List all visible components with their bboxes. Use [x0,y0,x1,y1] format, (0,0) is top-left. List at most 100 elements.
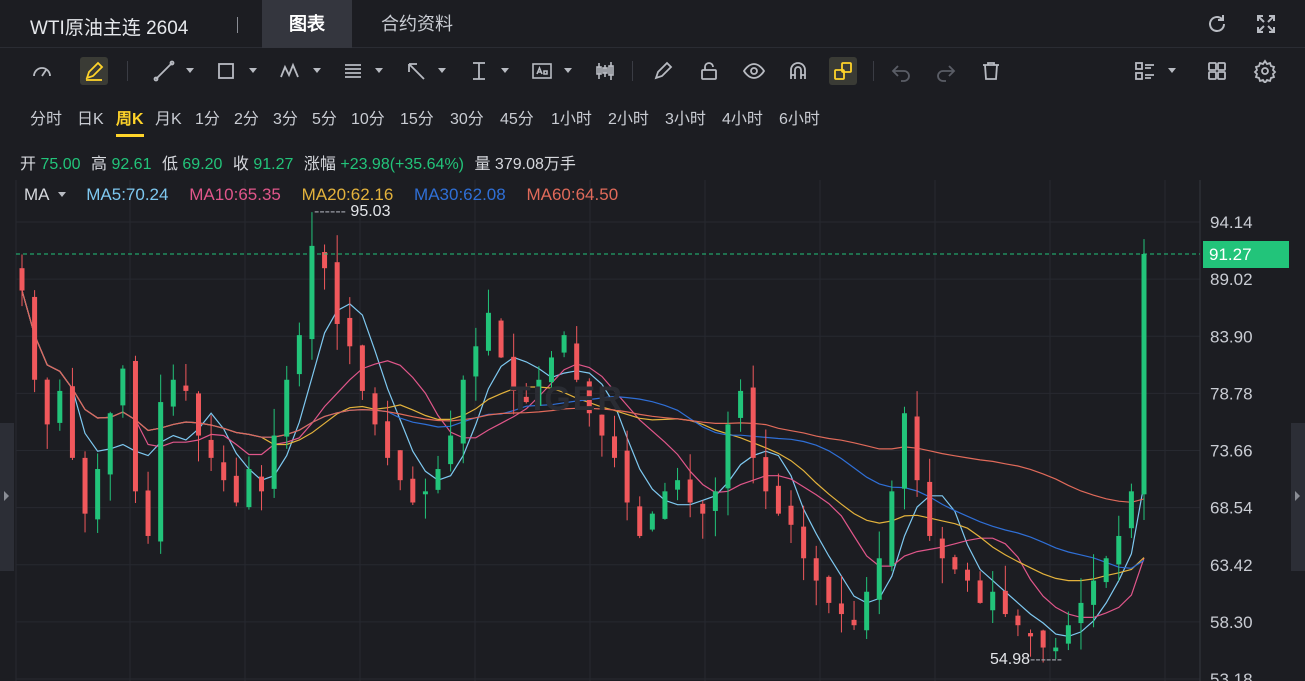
refresh-icon[interactable] [1205,12,1229,36]
period-monthly[interactable]: 月K [155,111,182,128]
arrow-tool-icon[interactable] [402,57,430,85]
period-5m[interactable]: 5分 [312,111,337,128]
undo-icon[interactable] [887,57,915,85]
candle-body [296,335,302,375]
layout-list-icon[interactable] [1131,57,1159,85]
text-tool-caret[interactable] [564,68,572,73]
line-tool-icon[interactable] [150,57,178,85]
period-30m[interactable]: 30分 [450,111,484,128]
candle-body [1141,254,1147,495]
eye-icon[interactable] [740,57,768,85]
candle-body [536,379,542,406]
expand-right-icon [1295,491,1300,501]
candle-body [939,538,945,559]
ma-dropdown-caret[interactable] [57,191,66,197]
magnet-icon[interactable] [784,57,812,85]
link-icon[interactable] [829,57,857,85]
candle-body [675,480,681,490]
candle-body [1028,633,1034,637]
period-3h[interactable]: 3小时 [665,111,706,128]
vertical-measure-caret[interactable] [501,68,509,73]
text-tool-icon[interactable] [528,57,556,85]
expand-left-icon [4,491,9,501]
candle-body [32,296,38,380]
y-tick-label: 63.42 [1210,556,1253,575]
lock-icon[interactable] [695,57,723,85]
candle-body [813,558,819,581]
fibonacci-icon[interactable] [339,57,367,85]
arrow-tool-caret[interactable] [438,68,446,73]
watermark: TIGER [510,380,624,418]
period-intraday[interactable]: 分时 [30,111,63,128]
volume-label: 量 [474,156,491,173]
candle-body [284,379,290,437]
period-1m[interactable]: 1分 [195,111,220,128]
period-10m[interactable]: 10分 [351,111,385,128]
candle-body [763,457,769,492]
period-6h[interactable]: 6小时 [779,111,820,128]
rectangle-tool-caret[interactable] [249,68,257,73]
ma-label[interactable]: MA [24,185,50,204]
candle-body [977,580,983,603]
period-1h[interactable]: 1小时 [551,111,592,128]
candle-body [473,346,479,377]
candle-body [561,335,567,353]
high-annotation: ------ 95.03 [314,203,391,220]
delete-icon[interactable] [977,57,1005,85]
ma60-line [21,290,1145,503]
period-4h[interactable]: 4小时 [722,111,763,128]
candle-body [889,491,895,567]
candle-body [750,387,756,458]
settings-icon[interactable] [1251,57,1279,85]
gauge-icon[interactable] [28,57,56,85]
candle-body [410,478,416,503]
wave-pattern-icon[interactable] [276,57,304,85]
period-2m[interactable]: 2分 [234,111,259,128]
close-value: 91.27 [253,156,294,173]
candle-body [687,479,693,503]
ma60-value: MA60:64.50 [526,185,619,204]
candle-body [1015,615,1021,626]
candle-body [712,491,718,511]
redo-icon[interactable] [932,57,960,85]
edit-icon[interactable] [649,57,677,85]
instrument-title: WTI原油主连 2604 [30,18,189,39]
toolbar-divider [873,61,874,81]
right-panel-handle[interactable] [1291,423,1305,571]
candle-body [725,424,731,489]
vertical-measure-icon[interactable] [465,57,493,85]
candle-body [649,513,655,530]
draw-pencil-icon[interactable] [80,57,108,85]
candle-body [511,356,517,391]
left-panel-handle[interactable] [0,423,14,571]
period-45m[interactable]: 45分 [500,111,534,128]
candle-body [385,421,391,458]
rectangle-tool-icon[interactable] [212,57,240,85]
y-tick-label: 58.30 [1210,613,1253,632]
layout-list-caret[interactable] [1168,68,1176,73]
candle-body [548,357,554,383]
tab-chart[interactable]: 图表 [262,0,352,48]
period-daily[interactable]: 日K [77,111,104,128]
top-bar: WTI原油主连 2604 图表 合约资料 [0,0,1305,48]
active-period-underline [116,134,144,137]
change-label: 涨幅 [303,156,336,173]
wave-pattern-caret[interactable] [313,68,321,73]
candle-body [334,262,340,324]
period-2h[interactable]: 2小时 [608,111,649,128]
period-3m[interactable]: 3分 [273,111,298,128]
candle-body [838,603,844,615]
fibonacci-caret[interactable] [375,68,383,73]
grid-icon[interactable] [1203,57,1231,85]
period-weekly[interactable]: 周K [116,111,144,128]
period-15m[interactable]: 15分 [400,111,434,128]
period-selector: 分时 日K 周K 月K 1分 2分 3分 5分 10分 15分 30分 45分 … [0,94,1305,138]
fullscreen-icon[interactable] [1254,12,1278,36]
y-tick-label: 53.18 [1210,670,1253,681]
candle-body [271,435,277,489]
tab-contract-info[interactable]: 合约资料 [381,14,453,34]
line-tool-caret[interactable] [186,68,194,73]
candle-body [422,491,428,495]
candle-type-icon[interactable] [591,57,619,85]
